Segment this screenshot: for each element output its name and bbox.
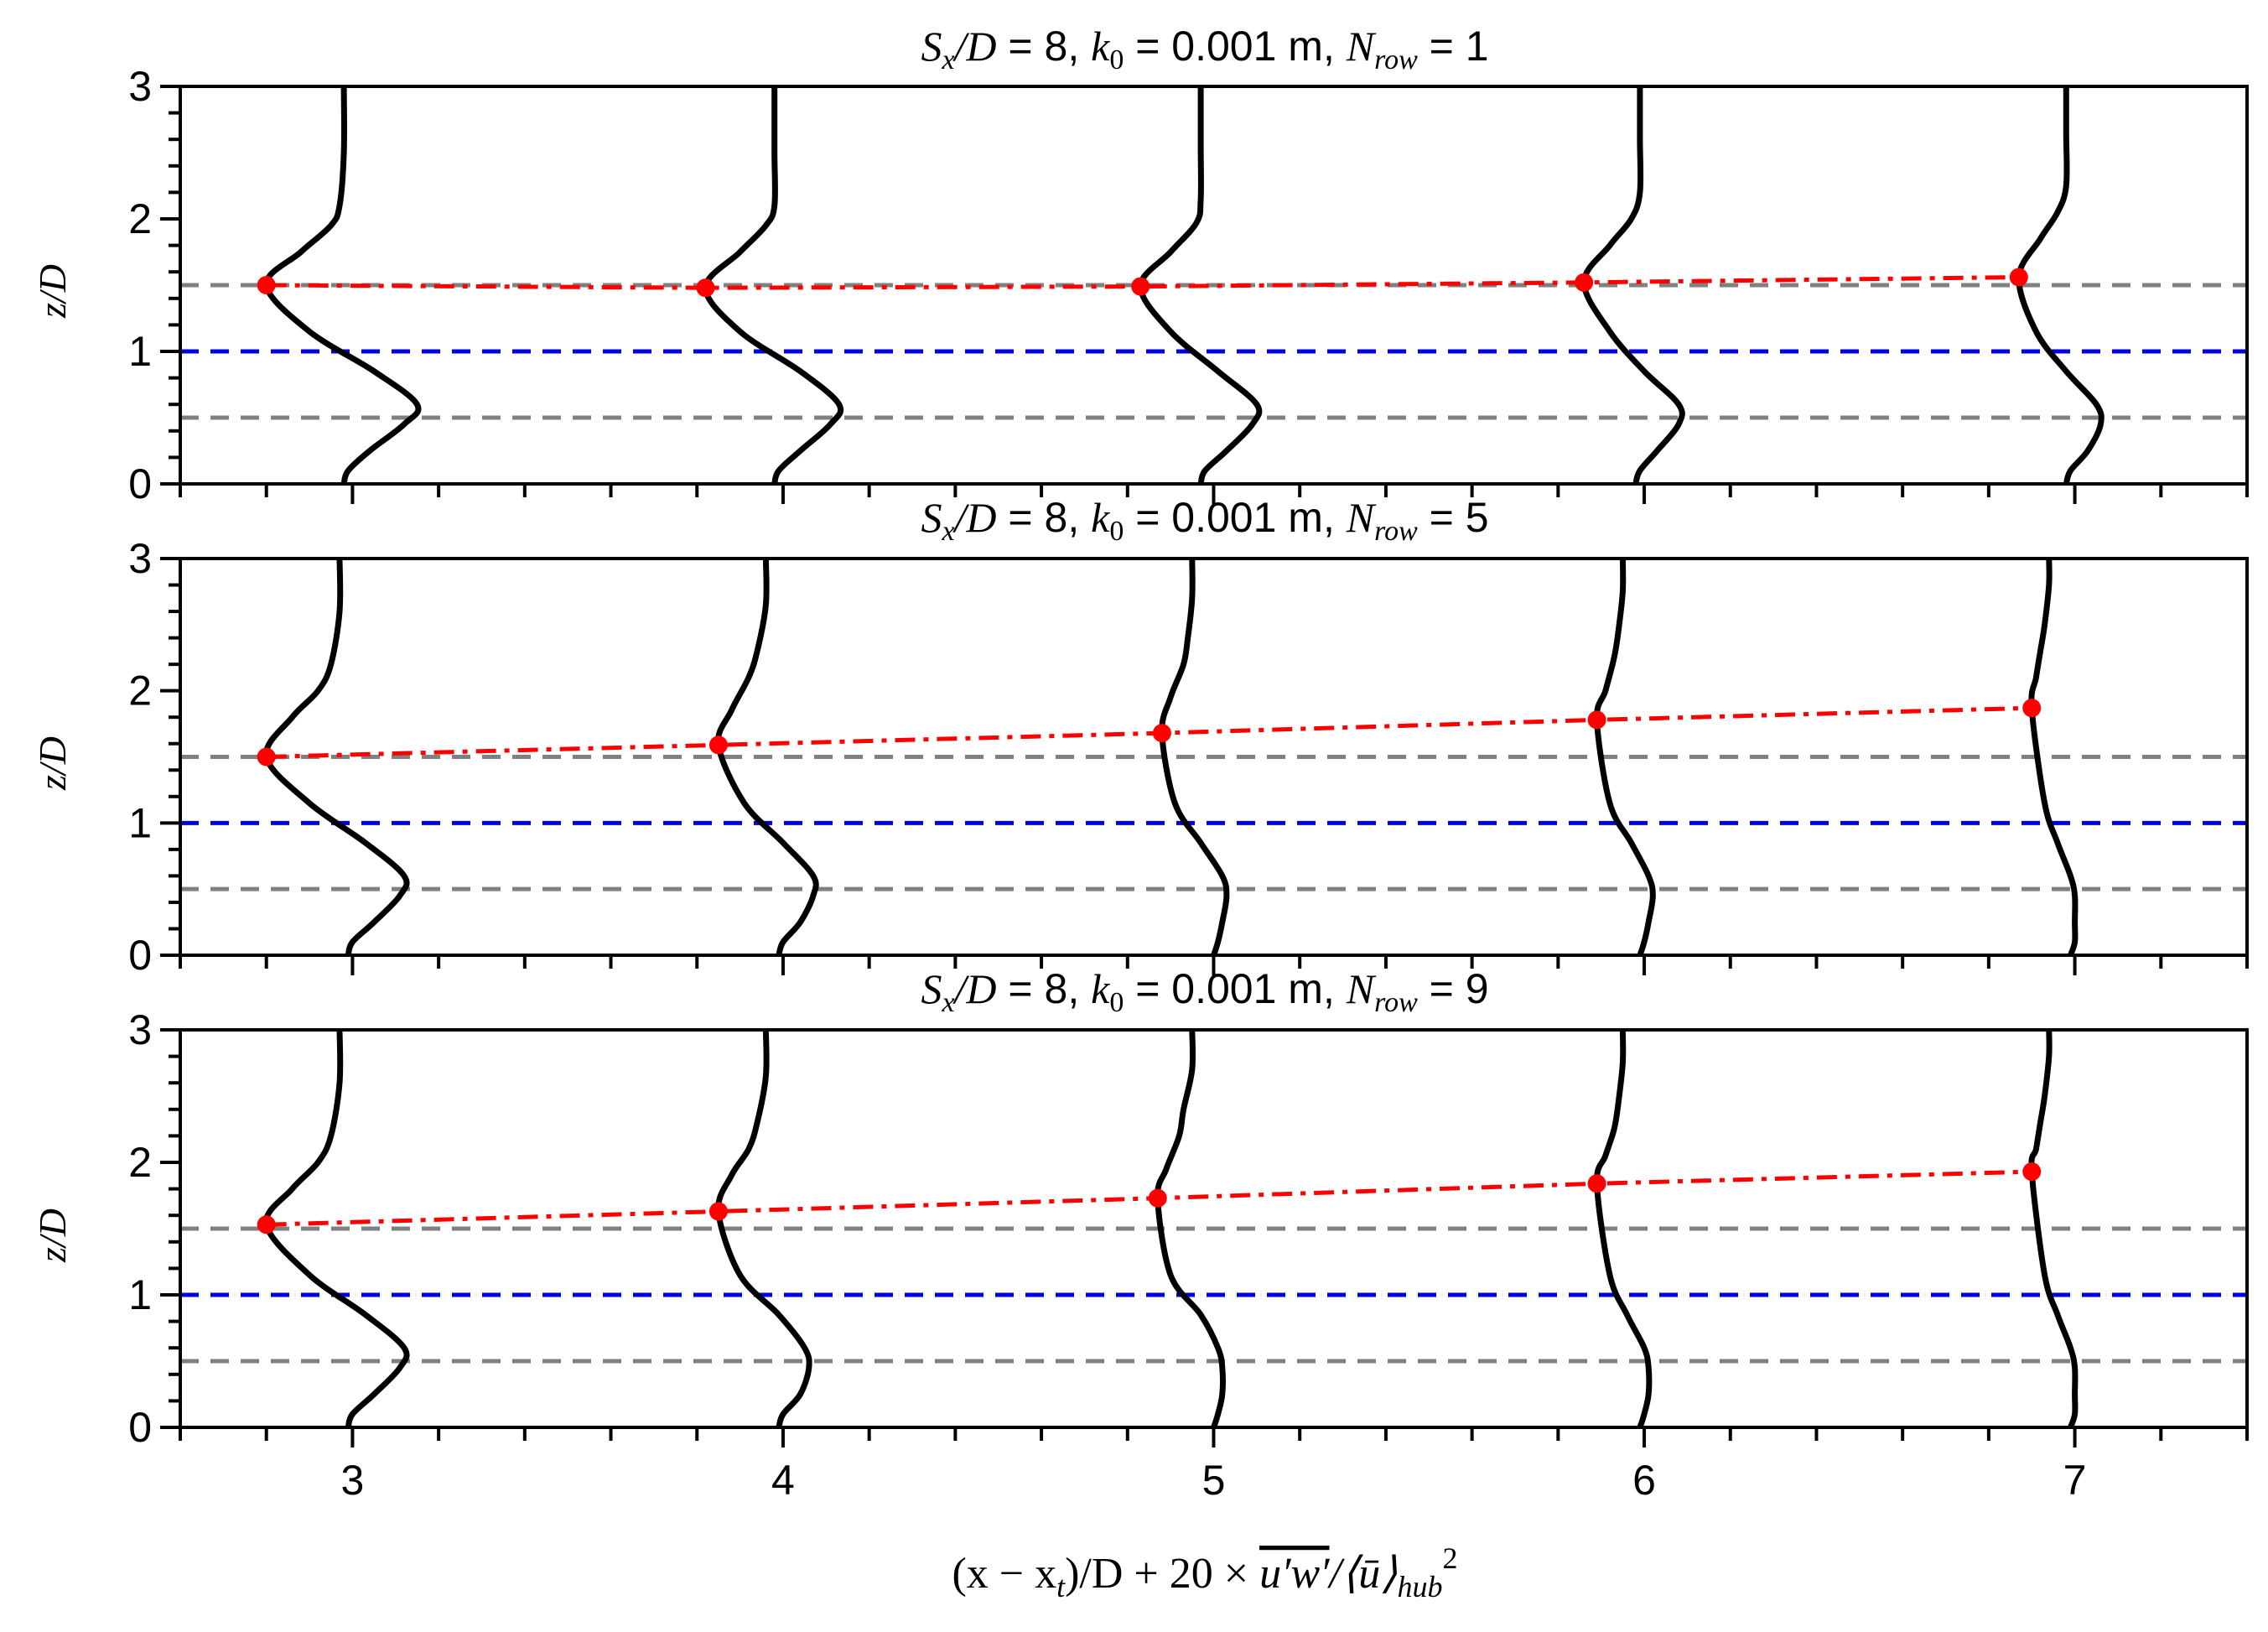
peak-marker — [696, 278, 715, 298]
x-axis-label: (x − xt)/D + 20 × u′w′/⟨ū⟩hub2 — [952, 1541, 1457, 1603]
profile-line-x3 — [263, 559, 410, 955]
axes-layer: 0 1 2 3 — [128, 535, 2249, 979]
panel-title: Sx/D = 8, k0 = 0.001 m, Nrow = 5 — [921, 494, 1488, 547]
data-layer — [180, 86, 2247, 484]
y-tick-label: 3 — [128, 63, 152, 110]
profile-line-x6 — [1580, 86, 1685, 484]
profile-line-x5 — [1159, 559, 1230, 955]
data-layer — [180, 1030, 2247, 1427]
profile-line-x6 — [1594, 559, 1656, 955]
x-tick-label: 5 — [1202, 1457, 1226, 1504]
y-tick-label: 0 — [128, 1404, 152, 1451]
peak-marker — [2022, 1162, 2042, 1182]
peak-marker — [1587, 1174, 1606, 1193]
axes-layer: 0 1 2 3 3 4 5 6 7 — [128, 1006, 2249, 1504]
profile-line-x5 — [1155, 1030, 1226, 1427]
y-tick-label: 2 — [128, 1139, 152, 1186]
y-tick-label: 1 — [128, 328, 152, 375]
y-tick-label: 3 — [128, 1006, 152, 1053]
peak-marker — [2009, 268, 2028, 287]
peak-marker — [708, 1202, 728, 1221]
peak-marker — [1575, 273, 1594, 292]
peak-marker — [2022, 699, 2042, 718]
y-tick-label: 2 — [128, 668, 152, 715]
panel-title: Sx/D = 8, k0 = 0.001 m, Nrow = 1 — [921, 23, 1488, 75]
panel-nrow-9: Sx/D = 8, k0 = 0.001 m, Nrow = 9 z/D 0 1 2… — [31, 965, 2249, 1504]
panel-title: Sx/D = 8, k0 = 0.001 m, Nrow = 9 — [921, 965, 1488, 1018]
x-tick-label: 6 — [1632, 1457, 1656, 1504]
profile-line-x4 — [715, 559, 819, 955]
profile-line-x7 — [2028, 1030, 2079, 1427]
peak-marker — [708, 735, 728, 755]
peak-marker — [257, 1215, 276, 1234]
peak-marker — [1148, 1188, 1167, 1208]
profile-line-x6 — [1594, 1030, 1653, 1427]
peak-trace-line — [266, 705, 2032, 759]
data-layer — [180, 559, 2247, 955]
profile-line-x4 — [715, 1030, 812, 1427]
y-tick-label: 1 — [128, 1271, 152, 1318]
x-tick-label: 4 — [771, 1457, 795, 1504]
y-tick-label: 0 — [128, 460, 152, 507]
profile-line-x7 — [2016, 86, 2105, 484]
y-tick-label: 0 — [128, 932, 152, 979]
y-tick-label: 1 — [128, 799, 152, 846]
panel-nrow-5: Sx/D = 8, k0 = 0.001 m, Nrow = 5 z/D 0 1 2… — [31, 494, 2249, 979]
x-tick-label: 3 — [341, 1457, 365, 1504]
peak-marker — [1152, 724, 1171, 743]
y-axis-label: z/D — [31, 1208, 74, 1263]
x-tick-label: 7 — [2063, 1457, 2087, 1504]
profile-line-x5 — [1137, 86, 1263, 484]
axes-layer: 0 1 2 3 — [128, 63, 2249, 507]
y-axis-label: z/D — [31, 736, 74, 791]
y-axis-label: z/D — [31, 264, 74, 319]
x-axis-label-overline-term: u′w′ — [1259, 1550, 1331, 1598]
peak-marker — [1587, 710, 1606, 730]
peak-marker — [257, 747, 276, 767]
y-tick-label: 3 — [128, 535, 152, 582]
profile-line-x4 — [703, 86, 844, 484]
profile-line-x7 — [2028, 559, 2079, 955]
profile-line-x3 — [263, 86, 422, 484]
profile-line-x3 — [263, 1030, 410, 1427]
peak-marker — [1131, 277, 1150, 296]
y-tick-label: 2 — [128, 195, 152, 242]
panel-nrow-1: Sx/D = 8, k0 = 0.001 m, Nrow = 1 z/D 0 1 2… — [31, 23, 2249, 507]
peak-marker — [257, 276, 276, 294]
